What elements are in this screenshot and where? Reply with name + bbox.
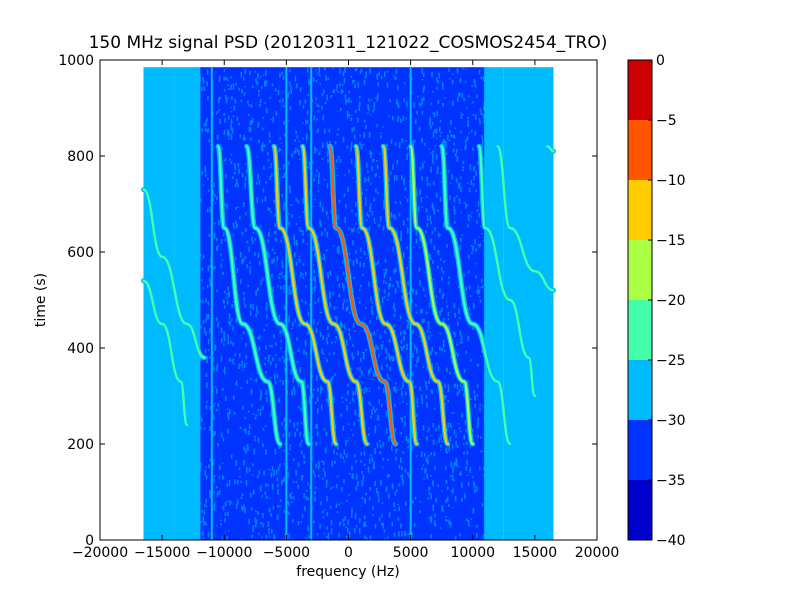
- signal-trace: [245, 145, 310, 446]
- colorbar-band: [628, 60, 652, 120]
- x-axis-label: frequency (Hz): [296, 564, 399, 580]
- colorbar-band: [628, 120, 652, 180]
- x-tick-label: 15000: [513, 545, 558, 561]
- x-tick-label: 0: [344, 545, 353, 561]
- heatmap-noise-texture: [199, 67, 487, 540]
- colorbar-band: [628, 180, 652, 240]
- y-axis-ticks: 0 200 400 600 800 1000: [58, 53, 597, 549]
- colorbar-tick-label: −15: [656, 233, 686, 249]
- signal-trace: [354, 145, 419, 446]
- colorbar-band: [628, 420, 652, 480]
- signal-trace: [272, 145, 338, 446]
- colorbar-tick-label: −10: [656, 173, 686, 189]
- colorbar-band: [628, 360, 652, 420]
- signal-trace: [409, 145, 474, 446]
- colorbar-band: [628, 480, 652, 540]
- y-tick-label: 1000: [58, 53, 94, 69]
- signal-trace: [142, 279, 189, 426]
- heatmap-background-band: [485, 67, 504, 540]
- heatmap-image: [143, 67, 554, 540]
- colorbar-tick-label: −35: [656, 473, 686, 489]
- y-tick-label: 0: [85, 533, 94, 549]
- colorbar-tick-label: −5: [656, 113, 677, 129]
- colorbar-ticks: 0 −5 −10 −15 −20 −25 −30 −35 −40: [648, 53, 686, 549]
- signal-trace: [301, 145, 369, 446]
- y-tick-label: 600: [67, 245, 94, 261]
- signal-trace: [328, 145, 397, 446]
- colorbar-tick-label: −20: [656, 293, 686, 309]
- y-tick-label: 200: [67, 437, 94, 453]
- x-tick-label: 5000: [393, 545, 429, 561]
- colorbar-tick-label: −40: [656, 533, 686, 549]
- colorbar: [628, 60, 652, 540]
- x-tick-label: −20000: [72, 545, 128, 561]
- x-axis-ticks: −20000 −15000 −10000 −5000 0 5000 10000 15000 20…: [72, 60, 619, 561]
- heatmap-background-band: [199, 67, 486, 540]
- signal-trace: [216, 145, 282, 446]
- colorbar-tick-label: 0: [656, 53, 665, 69]
- heatmap-traces: [140, 143, 557, 447]
- x-tick-label: 10000: [450, 545, 495, 561]
- y-axis-label: time (s): [33, 273, 49, 327]
- signal-trace: [496, 145, 555, 292]
- signal-trace: [477, 145, 537, 398]
- signal-trace: [440, 145, 512, 446]
- signal-trace: [142, 188, 206, 359]
- colorbar-band: [628, 240, 652, 300]
- chart-title: 150 MHz signal PSD (20120311_121022_COSM…: [89, 33, 608, 53]
- heatmap-background-band: [143, 67, 175, 540]
- x-tick-label: 20000: [575, 545, 620, 561]
- y-tick-label: 400: [67, 341, 94, 357]
- x-tick-label: −15000: [134, 545, 190, 561]
- colorbar-tick-label: −25: [656, 353, 686, 369]
- signal-trace: [382, 145, 450, 446]
- signal-trace: [546, 145, 555, 153]
- colorbar-band: [628, 300, 652, 360]
- x-tick-label: −10000: [196, 545, 252, 561]
- y-tick-label: 800: [67, 149, 94, 165]
- colorbar-tick-label: −30: [656, 413, 686, 429]
- x-tick-label: −5000: [263, 545, 310, 561]
